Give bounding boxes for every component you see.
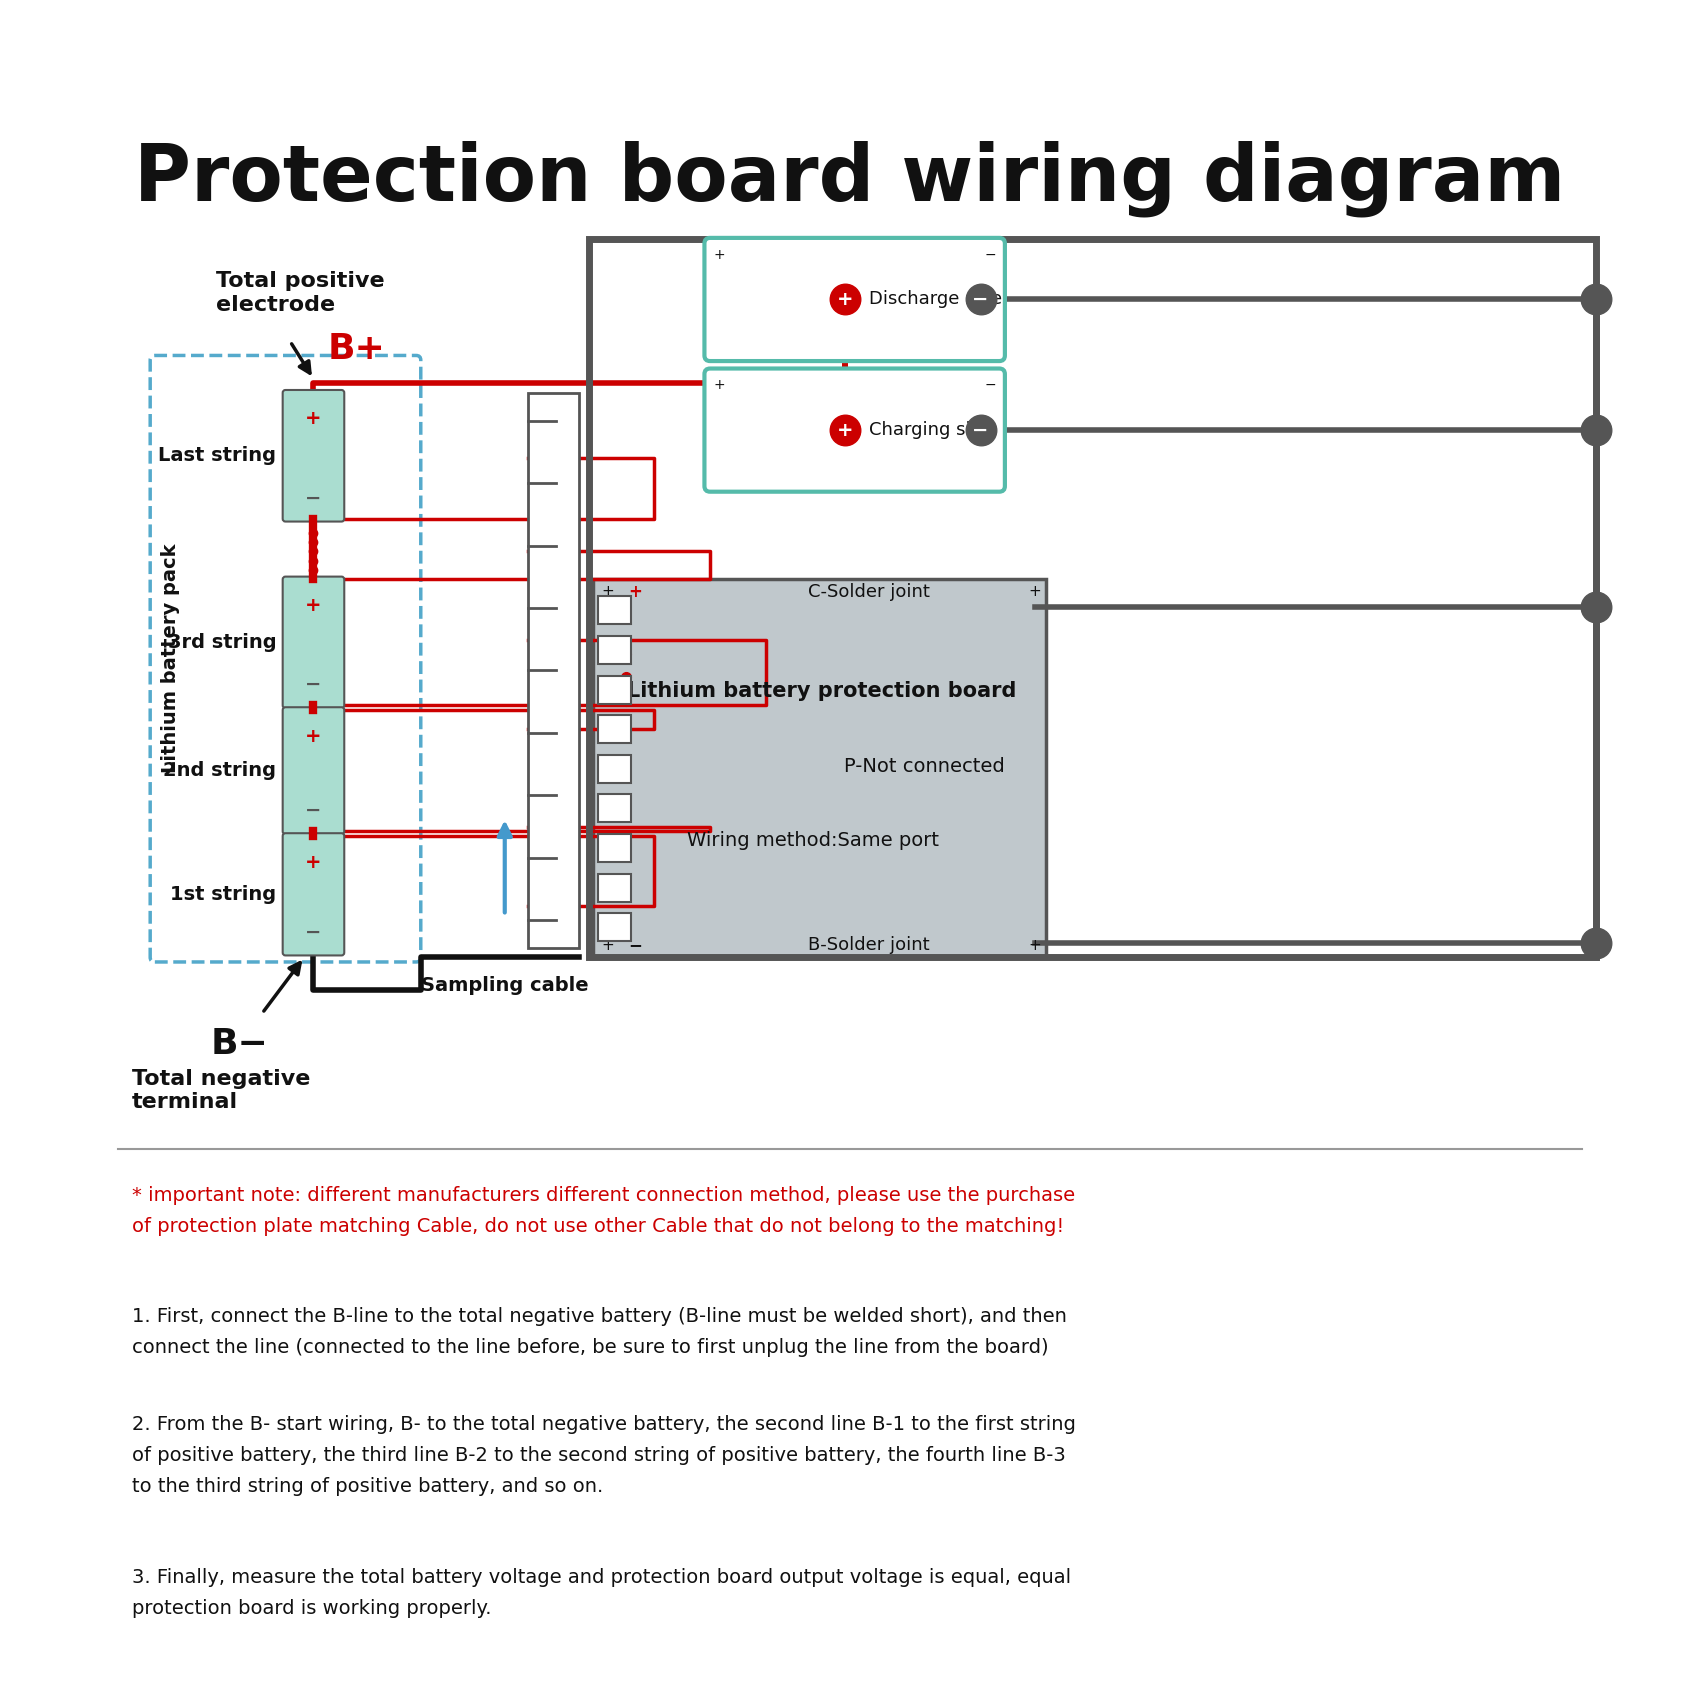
FancyBboxPatch shape bbox=[598, 597, 631, 624]
FancyBboxPatch shape bbox=[598, 755, 631, 782]
Text: Protection board wiring diagram: Protection board wiring diagram bbox=[134, 141, 1566, 218]
Text: B-Solder joint: B-Solder joint bbox=[808, 937, 930, 954]
Text: −: − bbox=[984, 248, 996, 262]
FancyBboxPatch shape bbox=[704, 238, 1005, 360]
Text: B−: B− bbox=[211, 1027, 269, 1061]
Text: −: − bbox=[629, 937, 643, 954]
FancyBboxPatch shape bbox=[282, 833, 345, 955]
Text: Last string: Last string bbox=[158, 447, 275, 466]
Text: +: + bbox=[306, 853, 321, 872]
FancyBboxPatch shape bbox=[598, 636, 631, 663]
FancyBboxPatch shape bbox=[598, 794, 631, 823]
Text: −: − bbox=[306, 801, 321, 821]
Text: +: + bbox=[602, 938, 614, 952]
Text: −: − bbox=[306, 488, 321, 508]
Text: −: − bbox=[972, 291, 989, 309]
Text: Lithium battery pack: Lithium battery pack bbox=[162, 544, 180, 774]
Text: Total positive
electrode: Total positive electrode bbox=[216, 272, 384, 314]
FancyBboxPatch shape bbox=[593, 580, 1046, 957]
Text: 2nd string: 2nd string bbox=[163, 762, 275, 780]
Text: Total negative
terminal: Total negative terminal bbox=[131, 1069, 309, 1112]
Text: −: − bbox=[306, 923, 321, 942]
Text: +: + bbox=[306, 726, 321, 746]
FancyBboxPatch shape bbox=[282, 389, 345, 522]
FancyBboxPatch shape bbox=[598, 913, 631, 942]
FancyBboxPatch shape bbox=[598, 675, 631, 704]
FancyBboxPatch shape bbox=[704, 369, 1005, 491]
FancyBboxPatch shape bbox=[529, 393, 580, 949]
Text: Lithium battery protection board: Lithium battery protection board bbox=[627, 682, 1017, 702]
Text: −: − bbox=[306, 675, 321, 694]
Text: +: + bbox=[836, 420, 853, 440]
FancyBboxPatch shape bbox=[598, 874, 631, 901]
Text: B+: B+ bbox=[328, 332, 386, 366]
Text: +: + bbox=[306, 410, 321, 428]
FancyBboxPatch shape bbox=[598, 835, 631, 862]
Text: +: + bbox=[836, 291, 853, 309]
Text: Discharge side: Discharge side bbox=[869, 291, 1001, 308]
Text: Wiring method:Same port: Wiring method:Same port bbox=[687, 831, 938, 850]
FancyBboxPatch shape bbox=[282, 707, 345, 835]
Text: P-Not connected: P-Not connected bbox=[845, 756, 1005, 775]
Text: 1. First, connect the B-line to the total negative battery (B-line must be welde: 1. First, connect the B-line to the tota… bbox=[131, 1307, 1066, 1357]
Text: 1st string: 1st string bbox=[170, 884, 275, 904]
Text: C-Solder joint: C-Solder joint bbox=[808, 583, 930, 600]
Text: +: + bbox=[714, 379, 726, 393]
Text: −: − bbox=[984, 379, 996, 393]
Text: −: − bbox=[972, 420, 989, 440]
Text: +: + bbox=[1028, 938, 1040, 952]
Text: * important note: different manufacturers different connection method, please us: * important note: different manufacturer… bbox=[131, 1187, 1074, 1236]
Text: 2. From the B- start wiring, B- to the total negative battery, the second line B: 2. From the B- start wiring, B- to the t… bbox=[131, 1414, 1076, 1496]
Text: +: + bbox=[1028, 585, 1040, 598]
Text: +: + bbox=[714, 248, 726, 262]
Text: +: + bbox=[602, 585, 614, 598]
Text: +: + bbox=[629, 583, 643, 600]
Text: 3. Finally, measure the total battery voltage and protection board output voltag: 3. Finally, measure the total battery vo… bbox=[131, 1569, 1071, 1618]
FancyBboxPatch shape bbox=[282, 576, 345, 709]
Text: Charging side: Charging side bbox=[869, 422, 993, 439]
Text: 3rd string: 3rd string bbox=[168, 632, 275, 651]
Text: +: + bbox=[306, 597, 321, 615]
FancyBboxPatch shape bbox=[598, 716, 631, 743]
Text: Sampling cable: Sampling cable bbox=[422, 976, 588, 994]
